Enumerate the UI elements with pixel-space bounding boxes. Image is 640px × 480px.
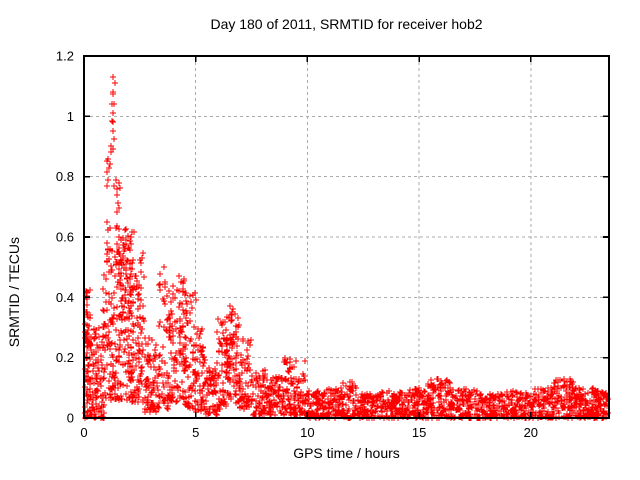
y-tick-label: 1.2 bbox=[56, 49, 74, 64]
y-tick-label: 0.6 bbox=[56, 230, 74, 245]
x-tick-label: 15 bbox=[412, 425, 426, 440]
y-tick-labels: 0 0.2 0.4 0.6 0.8 1 1.2 bbox=[56, 49, 74, 426]
grid-lines bbox=[84, 56, 609, 418]
x-axis-label: GPS time / hours bbox=[293, 445, 400, 461]
x-tick-label: 20 bbox=[524, 425, 538, 440]
axis-ticks bbox=[83, 55, 609, 419]
y-tick-label: 1 bbox=[67, 109, 74, 124]
y-tick-label: 0.2 bbox=[56, 350, 74, 365]
y-tick-label: 0.8 bbox=[56, 169, 74, 184]
y-tick-label: 0.4 bbox=[56, 290, 74, 305]
x-tick-label: 5 bbox=[192, 425, 199, 440]
scatter-points bbox=[82, 74, 611, 421]
x-tick-labels: 0 5 10 15 20 bbox=[80, 425, 538, 440]
x-tick-label: 10 bbox=[300, 425, 314, 440]
x-tick-label: 0 bbox=[80, 425, 87, 440]
y-tick-label: 0 bbox=[67, 411, 74, 426]
chart-title: Day 180 of 2011, SRMTID for receiver hob… bbox=[210, 16, 483, 32]
